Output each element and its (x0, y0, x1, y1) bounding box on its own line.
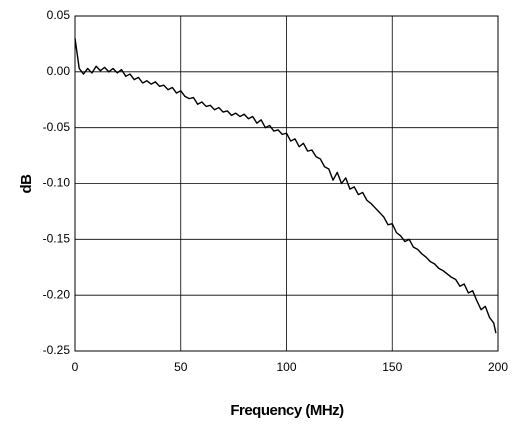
x-tick-label: 150 (382, 360, 402, 374)
y-tick-label: 0.00 (47, 64, 71, 78)
y-axis-title: dB (18, 174, 35, 194)
x-tick-label: 50 (174, 360, 188, 374)
y-tick-label: 0.05 (47, 8, 71, 22)
y-tick-label: -0.05 (43, 120, 71, 134)
x-tick-label: 200 (488, 360, 508, 374)
x-axis-title: Frequency (MHz) (230, 402, 344, 419)
x-tick-label: 100 (276, 360, 296, 374)
plot-frame (74, 15, 499, 352)
y-tick-label: -0.20 (43, 287, 71, 301)
x-tick-label: 0 (72, 360, 79, 374)
data-line (74, 38, 497, 334)
y-tick-label: -0.25 (43, 343, 71, 357)
y-tick-label: -0.15 (43, 232, 71, 246)
y-tick-label: -0.10 (43, 176, 71, 190)
